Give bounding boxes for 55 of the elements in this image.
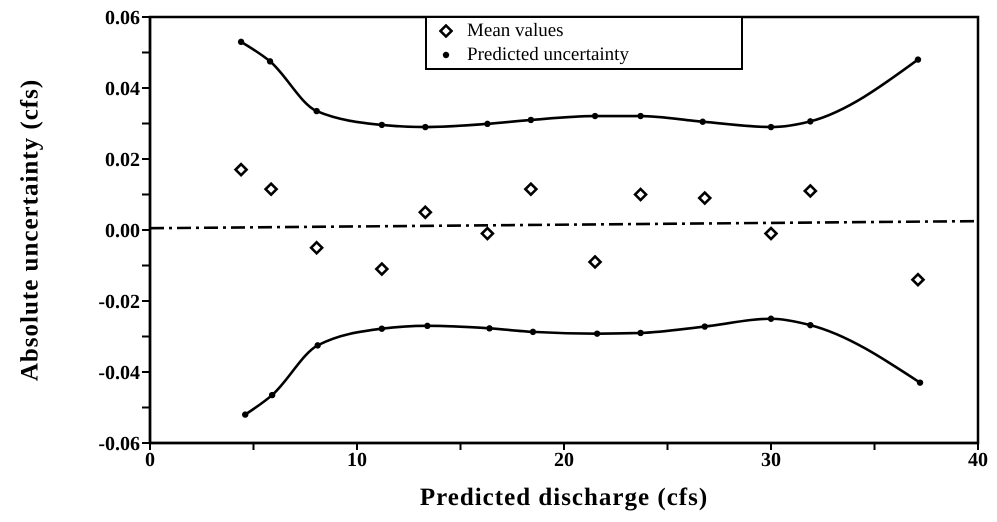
point xyxy=(764,226,778,240)
legend-label: Mean values xyxy=(467,19,564,43)
point xyxy=(807,322,814,328)
x-tick-label: 30 xyxy=(761,449,781,472)
point xyxy=(422,124,429,130)
y-axis-title: Absolute uncertainty (cfs) xyxy=(16,78,44,382)
y-tick-label: -0.02 xyxy=(98,291,140,314)
point xyxy=(637,330,644,336)
y-tick-label: -0.04 xyxy=(98,362,140,384)
point xyxy=(268,392,276,398)
point xyxy=(313,108,320,114)
point xyxy=(266,58,274,65)
point xyxy=(418,205,432,220)
point xyxy=(524,182,538,196)
point xyxy=(768,316,774,322)
y-tick-label: 0.02 xyxy=(105,149,140,172)
x-tick-label: 10 xyxy=(347,449,367,472)
point xyxy=(807,118,814,125)
point xyxy=(528,116,534,124)
point xyxy=(264,182,278,196)
point xyxy=(699,118,706,125)
point xyxy=(378,122,386,128)
y-tick-label: -0.06 xyxy=(98,433,140,456)
point xyxy=(916,379,924,386)
point xyxy=(637,112,644,120)
point xyxy=(911,272,925,286)
point xyxy=(698,191,712,205)
point xyxy=(484,120,491,128)
point xyxy=(424,322,431,330)
point xyxy=(234,162,248,176)
point xyxy=(594,330,600,337)
y-tick-label: 0.04 xyxy=(105,78,140,100)
legend-label: Predicted uncertainty xyxy=(467,43,629,67)
point xyxy=(530,328,536,336)
point xyxy=(480,226,494,240)
x-tick-label: 0 xyxy=(145,449,155,472)
x-tick-label: 20 xyxy=(554,449,574,472)
point xyxy=(768,124,774,130)
point xyxy=(242,411,248,418)
point xyxy=(588,255,602,269)
y-tick-label: 0.06 xyxy=(105,7,140,30)
point xyxy=(634,188,648,202)
point xyxy=(378,325,386,332)
point xyxy=(592,112,598,120)
point xyxy=(914,56,922,63)
point xyxy=(314,342,321,349)
x-tick-label: 40 xyxy=(968,449,988,472)
point xyxy=(238,38,244,46)
point xyxy=(702,323,708,330)
point xyxy=(310,240,324,255)
point xyxy=(375,262,389,276)
x-axis-title: Predicted discharge (cfs) xyxy=(420,484,708,511)
point xyxy=(804,184,818,198)
text: 0.00 xyxy=(105,220,140,242)
point xyxy=(486,325,493,332)
